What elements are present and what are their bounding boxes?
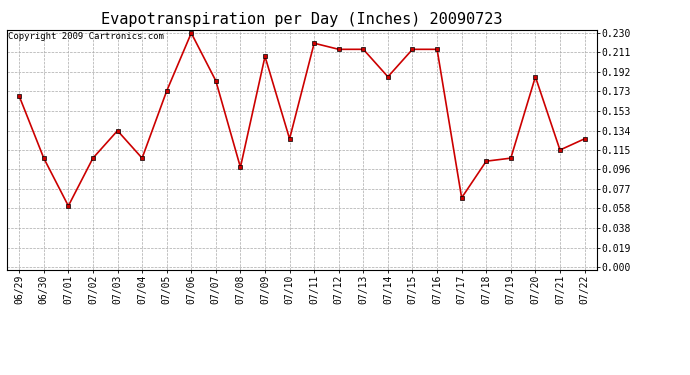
Text: Copyright 2009 Cartronics.com: Copyright 2009 Cartronics.com (8, 32, 164, 41)
Title: Evapotranspiration per Day (Inches) 20090723: Evapotranspiration per Day (Inches) 2009… (101, 12, 502, 27)
